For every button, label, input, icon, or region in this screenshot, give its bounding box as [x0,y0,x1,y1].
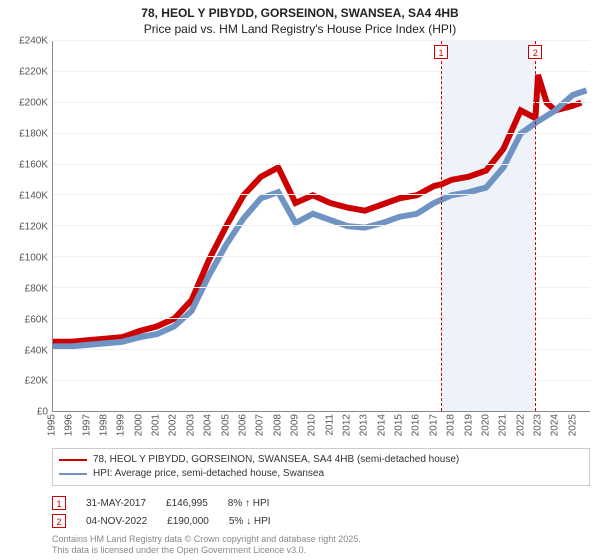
y-tick: £80K [25,283,48,294]
series-price_paid [53,75,581,342]
x-axis: 1995199619971998199920002001200220032004… [52,412,590,442]
x-tick: 2000 [133,414,144,436]
x-tick: 2008 [272,414,283,436]
x-tick: 2015 [394,414,405,436]
sale-price-1: £146,995 [166,498,208,509]
marker-badge: 2 [528,45,542,59]
x-tick: 2001 [151,414,162,436]
legend: 78, HEOL Y PIBYDD, GORSEINON, SWANSEA, S… [52,448,590,486]
footer-line1: Contains HM Land Registry data © Crown c… [52,534,590,545]
footer: Contains HM Land Registry data © Crown c… [52,534,590,556]
sale-row-1: 1 31-MAY-2017 £146,995 8% ↑ HPI [52,494,590,512]
x-tick: 1998 [99,414,110,436]
marker-line [535,41,536,411]
gridline [53,380,590,381]
plot-area: 12 [52,41,590,412]
legend-label-hpi: HPI: Average price, semi-detached house,… [93,467,324,481]
x-tick: 2009 [289,414,300,436]
gridline [53,287,590,288]
y-tick: £220K [19,67,48,78]
sale-rows: 1 31-MAY-2017 £146,995 8% ↑ HPI 2 04-NOV… [52,494,590,530]
x-tick: 2011 [324,414,335,436]
legend-row-price: 78, HEOL Y PIBYDD, GORSEINON, SWANSEA, S… [59,453,583,467]
x-tick: 1997 [81,414,92,436]
x-tick: 2005 [220,414,231,436]
sale-row-2: 2 04-NOV-2022 £190,000 5% ↓ HPI [52,512,590,530]
x-tick: 2004 [203,414,214,436]
x-tick: 1995 [47,414,58,436]
title-main: 78, HEOL Y PIBYDD, GORSEINON, SWANSEA, S… [10,6,590,22]
x-tick: 2013 [359,414,370,436]
sale-price-2: £190,000 [167,516,209,527]
x-tick: 2002 [168,414,179,436]
legend-swatch-hpi [59,473,87,475]
x-tick: 2025 [567,414,578,436]
sale-delta-2: 5% ↓ HPI [229,516,271,527]
y-tick: £120K [19,221,48,232]
x-tick: 2020 [480,414,491,436]
y-tick: £100K [19,252,48,263]
sale-badge-1: 1 [52,496,66,510]
x-tick: 2003 [185,414,196,436]
y-tick: £20K [25,376,48,387]
gridline [53,349,590,350]
chart-svg [53,41,590,411]
y-tick: £60K [25,314,48,325]
series-hpi [53,91,587,347]
x-tick: 2019 [463,414,474,436]
x-tick: 2006 [237,414,248,436]
x-tick: 1996 [64,414,75,436]
gridline [53,318,590,319]
gridline [53,256,590,257]
footer-line2: This data is licensed under the Open Gov… [52,545,590,556]
y-tick: £140K [19,190,48,201]
y-axis: £0£20K£40K£60K£80K£100K£120K£140K£160K£1… [10,41,52,412]
x-tick: 2018 [446,414,457,436]
title-sub: Price paid vs. HM Land Registry's House … [10,22,590,38]
x-tick: 2017 [428,414,439,436]
x-tick: 2016 [411,414,422,436]
x-tick: 2023 [532,414,543,436]
gridline [53,225,590,226]
sale-badge-2: 2 [52,514,66,528]
y-tick: £180K [19,129,48,140]
gridline [53,164,590,165]
x-tick: 1999 [116,414,127,436]
y-tick: £200K [19,98,48,109]
title-block: 78, HEOL Y PIBYDD, GORSEINON, SWANSEA, S… [10,6,590,37]
sale-delta-1: 8% ↑ HPI [228,498,270,509]
legend-swatch-price [59,459,87,461]
marker-badge: 1 [434,45,448,59]
y-tick: £160K [19,159,48,170]
marker-line [441,41,442,411]
x-tick: 2021 [498,414,509,436]
x-tick: 2012 [342,414,353,436]
x-tick: 2024 [550,414,561,436]
chart-area: £0£20K£40K£60K£80K£100K£120K£140K£160K£1… [10,41,590,412]
gridline [53,40,590,41]
gridline [53,133,590,134]
gridline [53,102,590,103]
x-tick: 2010 [307,414,318,436]
x-tick: 2007 [255,414,266,436]
x-tick: 2022 [515,414,526,436]
x-tick: 2014 [376,414,387,436]
gridline [53,71,590,72]
legend-label-price: 78, HEOL Y PIBYDD, GORSEINON, SWANSEA, S… [93,453,459,467]
sale-date-2: 04-NOV-2022 [86,516,147,527]
y-tick: £240K [19,36,48,47]
chart-container: 78, HEOL Y PIBYDD, GORSEINON, SWANSEA, S… [0,0,600,560]
y-tick: £40K [25,345,48,356]
legend-row-hpi: HPI: Average price, semi-detached house,… [59,467,583,481]
gridline [53,194,590,195]
sale-date-1: 31-MAY-2017 [86,498,146,509]
